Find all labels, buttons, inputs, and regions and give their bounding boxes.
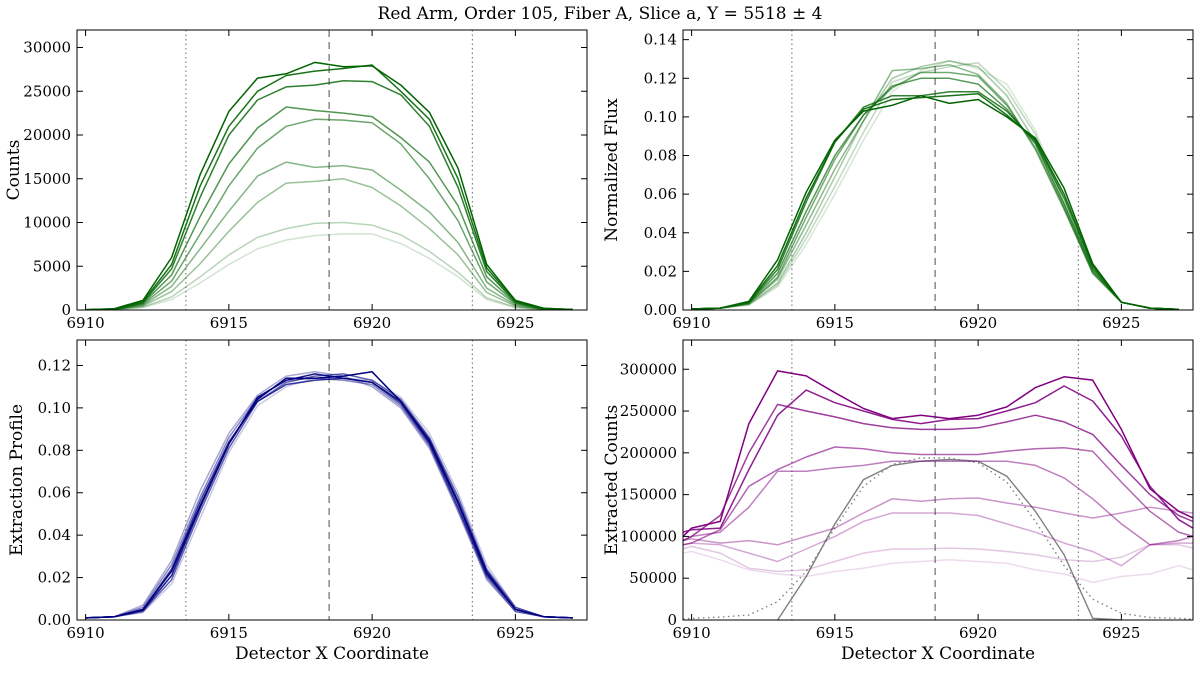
series-line-y8 (85, 221, 573, 310)
series-line-y9 (85, 233, 573, 310)
y-tick-label: 0 (667, 611, 677, 629)
series-line-y6 (85, 371, 573, 619)
y-tick-label: 5000 (33, 257, 71, 275)
x-tick-label: 6915 (816, 314, 854, 332)
x-tick-label: 6910 (67, 314, 105, 332)
y-tick-label: 0.10 (644, 108, 677, 126)
x-tick-label: 6925 (496, 624, 534, 642)
y-tick-label: 15000 (23, 170, 71, 188)
y-tick-label: 0.12 (38, 356, 71, 374)
y-tick-label: 0.00 (38, 611, 71, 629)
series-line-y3 (683, 403, 1193, 542)
y-tick-label: 250000 (620, 402, 677, 420)
y-axis-label: Counts (4, 140, 24, 201)
figure-title: Red Arm, Order 105, Fiber A, Slice a, Y … (378, 4, 823, 24)
overlay-profile-solid (777, 458, 1122, 620)
y-tick-label: 25000 (23, 82, 71, 100)
series-line-y5 (691, 71, 1179, 310)
series-line-y4 (85, 106, 573, 310)
overlay-profile-dotted (683, 457, 1193, 620)
series-line-y2 (85, 64, 573, 310)
series-line-y1 (683, 370, 1193, 537)
series-line-y1 (691, 94, 1179, 310)
axes-frame (76, 339, 588, 621)
y-tick-label: 0.02 (644, 262, 677, 280)
x-tick-label: 6915 (210, 314, 248, 332)
panel-counts: 6910 6915 6920 6925 0 5000 10000 15000 20000 2500… (4, 29, 588, 332)
x-tick-label: 6910 (673, 314, 711, 332)
x-tick-label: 6920 (353, 624, 391, 642)
x-tick-label: 6925 (1102, 624, 1140, 642)
panel-extracted: 6910 6915 6920 6925 0 50000 100000 150000 200000… (602, 339, 1194, 664)
axes-frame (682, 339, 1194, 621)
series-line-y2 (683, 385, 1193, 533)
y-tick-label: 0.08 (38, 441, 71, 459)
x-axis-label: Detector X Coordinate (841, 644, 1035, 664)
series-line-y6 (85, 161, 573, 310)
x-tick-label: 6910 (67, 624, 105, 642)
y-tick-label: 0.06 (38, 484, 71, 502)
y-tick-label: 50000 (629, 569, 677, 587)
series-line-y5 (85, 118, 573, 310)
y-tick-label: 0.08 (644, 147, 677, 165)
x-tick-label: 6920 (353, 314, 391, 332)
panel-extraction: 6910 6915 6920 6925 0.00 0.02 0.04 0.06 0.08 0.10… (7, 339, 588, 664)
series-line-y2 (85, 373, 573, 619)
plot-area (683, 340, 1193, 620)
x-tick-label: 6920 (959, 314, 997, 332)
x-tick-label: 6925 (496, 314, 534, 332)
series-line-y6 (691, 64, 1179, 310)
y-axis-label: Normalized Flux (602, 98, 622, 242)
y-tick-label: 200000 (620, 444, 677, 462)
plot-area (85, 30, 573, 310)
y-axis-label: Extraction Profile (7, 404, 27, 556)
series-line-y5 (683, 460, 1193, 546)
series-line-y8 (683, 544, 1193, 573)
y-tick-label: 0.04 (644, 224, 677, 242)
y-tick-label: 0.12 (644, 69, 677, 87)
axes-frame (76, 29, 588, 311)
plot-area (691, 30, 1179, 310)
series-line-y7 (683, 512, 1193, 567)
series-line-y3 (691, 91, 1179, 310)
y-tick-label: 0.00 (644, 301, 677, 319)
panels-group: 6910 6915 6920 6925 0 5000 10000 15000 20000 2500… (4, 29, 1194, 664)
series-line-y7 (691, 60, 1179, 310)
series-line-y9 (683, 550, 1193, 584)
y-tick-label: 0.06 (644, 185, 677, 203)
series-line-y3 (85, 377, 573, 619)
series-line-y2 (691, 92, 1179, 310)
y-tick-label: 0.14 (644, 31, 677, 49)
y-tick-label: 0.04 (38, 526, 71, 544)
y-tick-label: 300000 (620, 360, 677, 378)
y-axis-label: Extracted Counts (602, 405, 622, 556)
y-tick-label: 0.02 (38, 569, 71, 587)
y-tick-label: 0 (61, 301, 71, 319)
y-tick-label: 100000 (620, 527, 677, 545)
plot-area (85, 340, 573, 620)
x-tick-label: 6925 (1102, 314, 1140, 332)
series-line-y3 (85, 80, 573, 310)
x-tick-label: 6915 (816, 624, 854, 642)
series-line-y4 (691, 77, 1179, 310)
series-line-y7 (85, 377, 573, 619)
series-line-y4 (85, 373, 573, 619)
axes-frame (682, 29, 1194, 311)
x-tick-label: 6920 (959, 624, 997, 642)
y-tick-label: 20000 (23, 126, 71, 144)
panel-normflux: 6910 6915 6920 6925 0.00 0.02 0.04 0.06 0.08 0.10… (602, 29, 1194, 332)
series-line-y7 (85, 178, 573, 310)
x-axis-label: Detector X Coordinate (235, 644, 429, 664)
x-tick-label: 6915 (210, 624, 248, 642)
series-line-y4 (683, 446, 1193, 546)
y-tick-label: 10000 (23, 214, 71, 232)
series-line-y6 (683, 497, 1193, 546)
y-tick-label: 30000 (23, 39, 71, 57)
x-tick-label: 6910 (673, 624, 711, 642)
y-tick-label: 0.10 (38, 399, 71, 417)
series-line-y1 (85, 371, 573, 619)
series-line-y1 (85, 61, 573, 310)
y-tick-label: 150000 (620, 486, 677, 504)
